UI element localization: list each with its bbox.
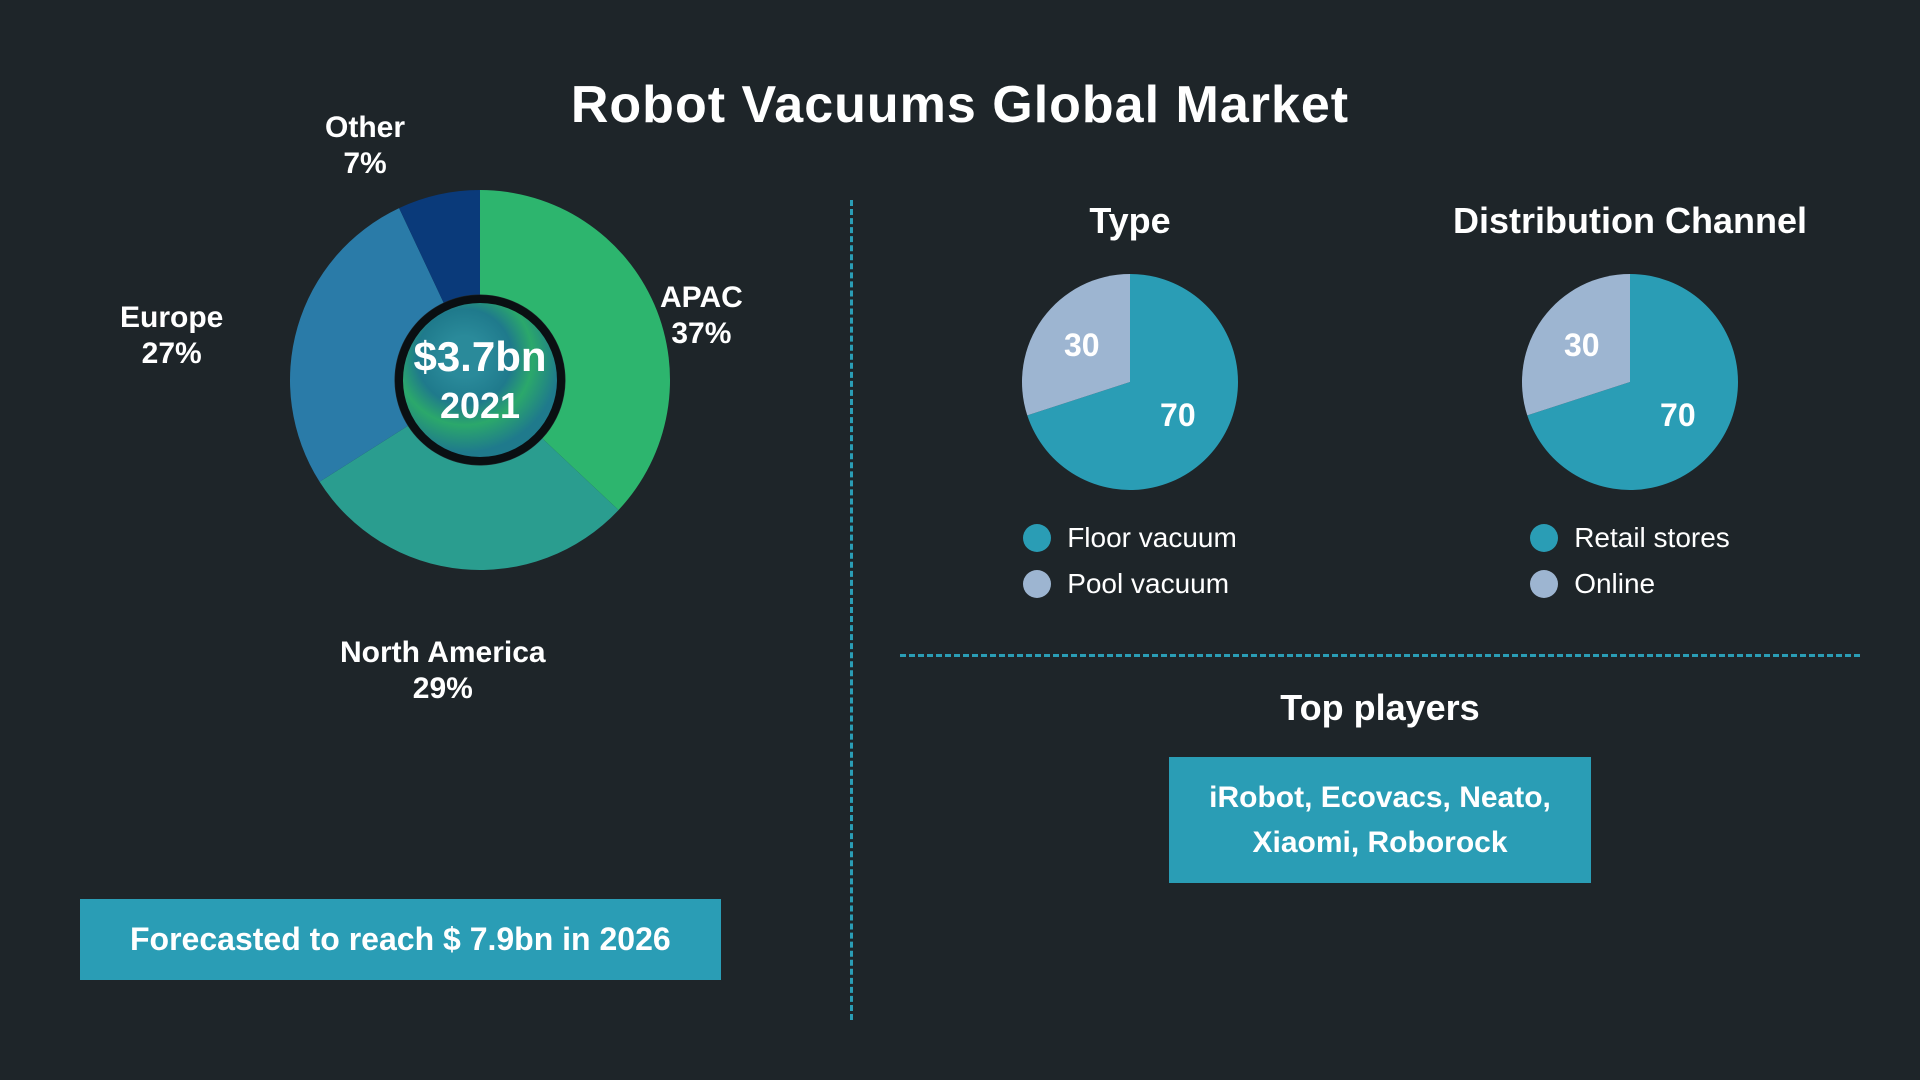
legend-item: Online xyxy=(1530,568,1730,600)
left-panel: $3.7bn 2021 APAC37% North America29% Europ… xyxy=(80,140,800,940)
pie-value-label: 30 xyxy=(1064,327,1100,364)
horizontal-divider xyxy=(900,654,1860,657)
donut-segment-label: Other7% xyxy=(325,110,405,182)
legend-dot xyxy=(1530,570,1558,598)
legend-label: Online xyxy=(1574,568,1655,600)
legend-dot xyxy=(1530,524,1558,552)
legend-label: Retail stores xyxy=(1574,522,1730,554)
top-players-title: Top players xyxy=(900,687,1860,729)
pie-value-label: 70 xyxy=(1160,397,1196,434)
donut-segment-label: North America29% xyxy=(340,635,546,707)
vertical-divider xyxy=(850,200,853,1020)
pie-legend: Retail stores Online xyxy=(1530,522,1730,614)
pie-legend: Floor vacuum Pool vacuum xyxy=(1023,522,1237,614)
page-title: Robot Vacuums Global Market xyxy=(571,75,1349,135)
donut-segment-label: APAC37% xyxy=(660,280,743,352)
forecast-box: Forecasted to reach $ 7.9bn in 2026 xyxy=(80,899,721,980)
legend-dot xyxy=(1023,570,1051,598)
pie-block: Type 70 30 Floor vacuum Pool vacuum xyxy=(920,200,1340,614)
donut-segment-label: Europe27% xyxy=(120,300,223,372)
pie-chart: 70 30 xyxy=(1020,272,1240,492)
top-players-list: iRobot, Ecovacs, Neato,Xiaomi, Roborock xyxy=(1169,757,1591,883)
top-players-section: Top players iRobot, Ecovacs, Neato,Xiaom… xyxy=(900,687,1860,883)
legend-dot xyxy=(1023,524,1051,552)
pie-block: Distribution Channel 70 30 Retail stores Onl… xyxy=(1420,200,1840,614)
donut-chart: $3.7bn 2021 xyxy=(290,190,670,570)
legend-item: Retail stores xyxy=(1530,522,1730,554)
pie-value-label: 70 xyxy=(1660,397,1696,434)
right-panel: Type 70 30 Floor vacuum Pool vacuum Distribut… xyxy=(900,200,1860,883)
legend-item: Pool vacuum xyxy=(1023,568,1237,600)
center-year: 2021 xyxy=(440,385,520,427)
pie-title: Type xyxy=(1089,200,1170,242)
center-value: $3.7bn xyxy=(413,333,546,381)
legend-label: Floor vacuum xyxy=(1067,522,1237,554)
legend-label: Pool vacuum xyxy=(1067,568,1229,600)
legend-item: Floor vacuum xyxy=(1023,522,1237,554)
donut-center: $3.7bn 2021 xyxy=(395,295,565,465)
pie-value-label: 30 xyxy=(1564,327,1600,364)
pie-title: Distribution Channel xyxy=(1453,200,1807,242)
pie-chart: 70 30 xyxy=(1520,272,1740,492)
